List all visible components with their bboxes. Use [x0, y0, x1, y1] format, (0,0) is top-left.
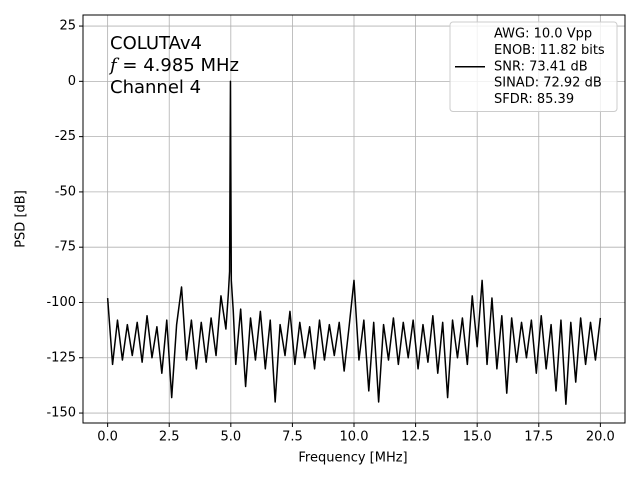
y-tick-label: -25: [55, 129, 76, 144]
x-tick-label: 15.0: [463, 430, 492, 445]
x-tick-label: 5.0: [220, 430, 241, 445]
x-tick-label: 12.5: [401, 430, 430, 445]
annotation-text: Channel 4: [110, 77, 201, 98]
y-tick-label: -50: [55, 184, 76, 199]
y-tick-label: 25: [59, 19, 76, 34]
annotation-text: COLUTAv4: [110, 33, 202, 54]
x-tick-label: 0.0: [97, 430, 118, 445]
axes-frame: [82, 14, 626, 424]
y-tick-label: -125: [46, 350, 76, 365]
x-tick-label: 17.5: [524, 430, 553, 445]
annotation: COLUTAv4: [110, 33, 202, 54]
annotation-text: = 4.985 MHz: [117, 55, 239, 76]
legend-label: AWG: 10.0 Vpp: [494, 27, 592, 42]
x-axis-label: Frequency [MHz]: [298, 451, 407, 466]
y-axis-label: PSD [dB]: [14, 190, 29, 248]
y-tick-label: -150: [46, 406, 76, 421]
x-tick-label: 2.5: [159, 430, 180, 445]
annotation: Channel 4: [110, 77, 201, 98]
y-tick-label: 0: [68, 74, 76, 89]
legend-label: SFDR: 85.39: [494, 92, 574, 107]
x-tick-label: 7.5: [282, 430, 303, 445]
y-tick-label: -100: [46, 295, 76, 310]
psd-line: [106, 80, 602, 405]
legend-box: [449, 21, 618, 112]
legend-label: SNR: 73.41 dB: [494, 59, 588, 74]
legend-label: ENOB: 11.82 bits: [494, 43, 605, 58]
x-tick-label: 20.0: [586, 430, 615, 445]
annotation: f = 4.985 MHz: [108, 55, 239, 76]
x-tick-label: 10.0: [340, 430, 369, 445]
y-tick-label: -75: [55, 240, 76, 255]
legend-label: SINAD: 72.92 dB: [494, 76, 602, 91]
